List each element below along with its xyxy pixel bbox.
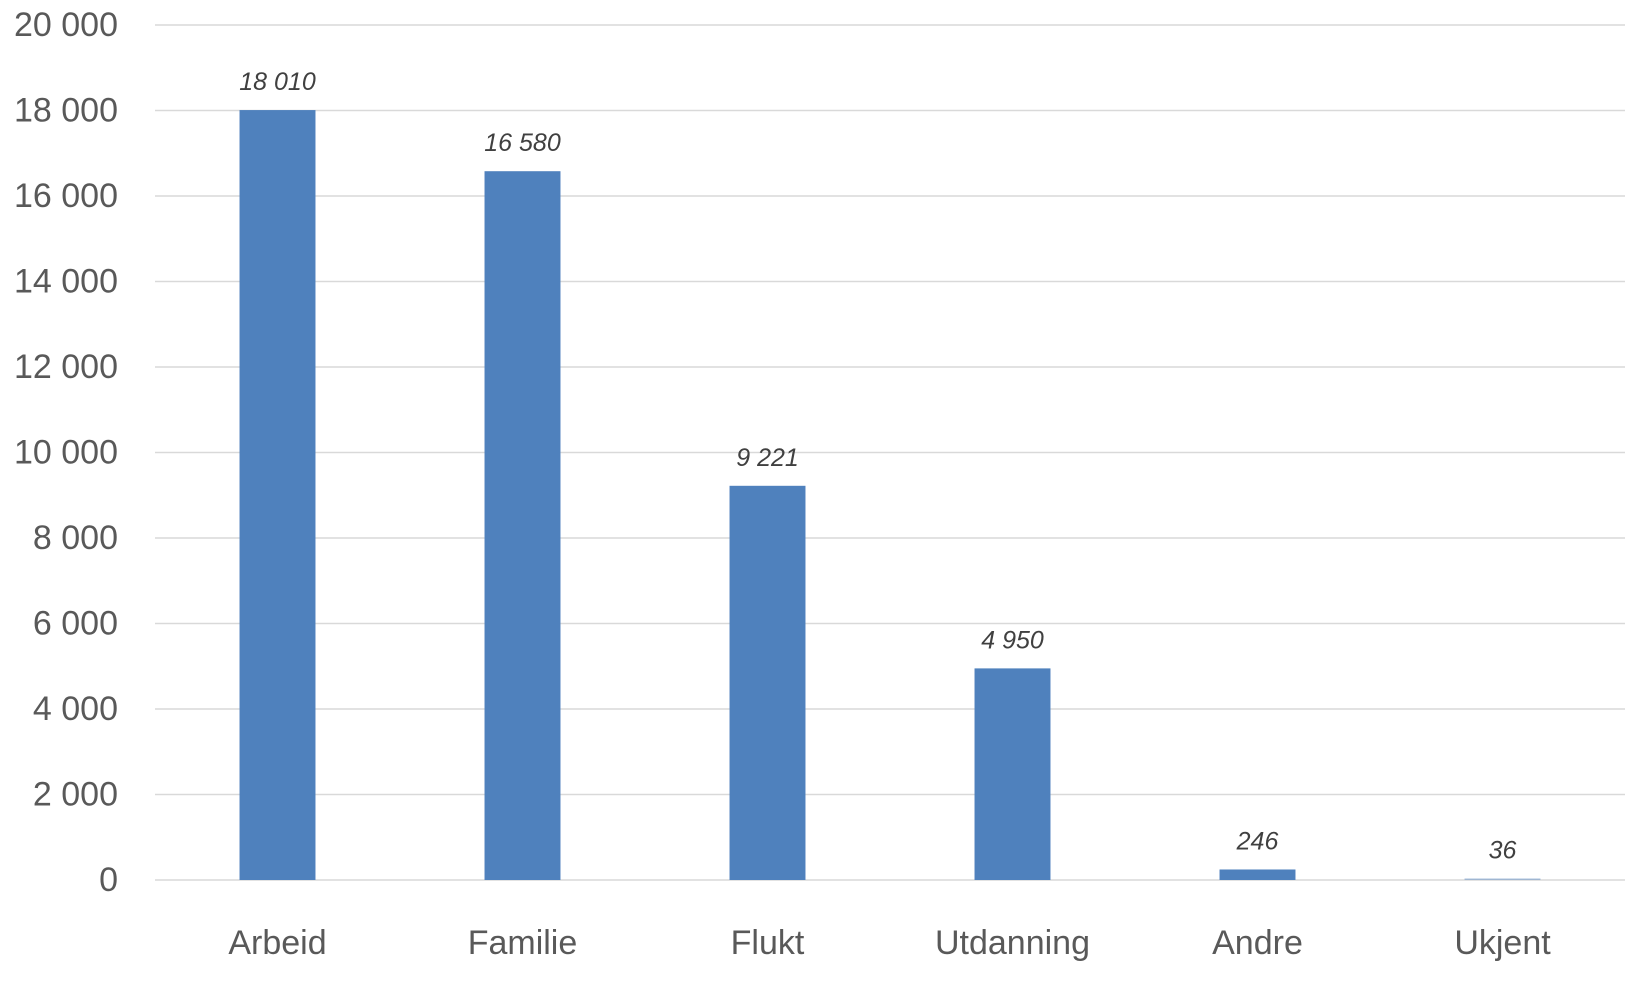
y-tick-label: 8 000 <box>33 519 118 557</box>
y-tick-label: 18 000 <box>14 92 118 130</box>
x-category-label-flukt: Flukt <box>731 924 805 962</box>
bar-andre <box>1219 869 1296 880</box>
y-tick-label: 10 000 <box>14 434 118 472</box>
y-tick-label: 4 000 <box>33 690 118 728</box>
x-category-label-familie: Familie <box>468 924 578 962</box>
x-category-label-ukjent: Ukjent <box>1454 924 1551 962</box>
y-tick-label: 12 000 <box>14 348 118 386</box>
x-axis-category-labels: Arbeid Familie Flukt Utdanning Andre Ukjent <box>228 924 1551 962</box>
gridlines <box>155 24 1625 881</box>
x-category-label-andre: Andre <box>1212 924 1303 962</box>
bar-utdanning <box>974 668 1051 880</box>
y-tick-label: 20 000 <box>14 6 118 44</box>
data-labels: 18 010 16 580 9 221 4 950 246 36 <box>239 68 1516 864</box>
data-label-arbeid: 18 010 <box>239 68 316 96</box>
y-tick-label: 6 000 <box>33 605 118 643</box>
data-label-ukjent: 36 <box>1489 836 1517 864</box>
bar-flukt <box>729 485 806 880</box>
y-tick-label: 0 <box>99 861 118 899</box>
x-category-label-arbeid: Arbeid <box>228 924 326 962</box>
y-tick-label: 16 000 <box>14 177 118 215</box>
x-category-label-utdanning: Utdanning <box>935 924 1090 962</box>
bar-ukjent <box>1464 878 1541 880</box>
data-label-andre: 246 <box>1236 827 1279 855</box>
bars <box>239 110 1541 880</box>
y-axis-tick-labels: 0 2 000 4 000 6 000 8 000 10 000 12 000 14 000 1… <box>14 6 118 899</box>
bar-arbeid <box>239 110 316 880</box>
y-tick-label: 2 000 <box>33 776 118 814</box>
data-label-flukt: 9 221 <box>736 444 799 472</box>
data-label-familie: 16 580 <box>484 129 561 157</box>
y-tick-label: 14 000 <box>14 263 118 301</box>
bar-familie <box>484 171 561 880</box>
data-label-utdanning: 4 950 <box>981 626 1044 654</box>
